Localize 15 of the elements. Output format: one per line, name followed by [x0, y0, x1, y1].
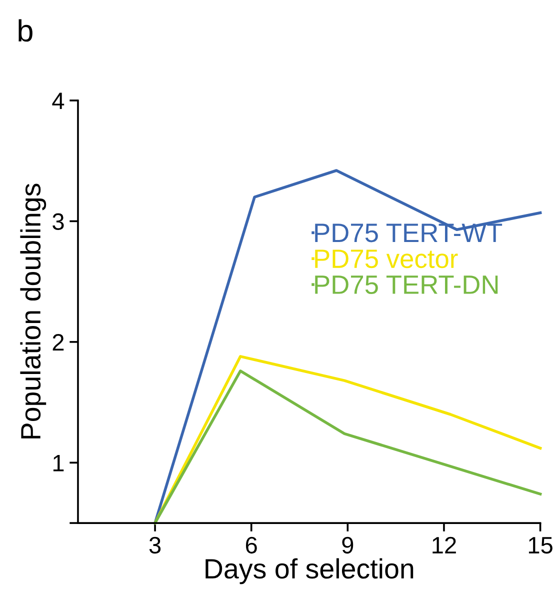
- x-tick-label: 3: [149, 536, 161, 554]
- legend-label: PD75 vector: [315, 250, 458, 268]
- x-tick-label: 6: [246, 536, 257, 554]
- line-series: [154, 169, 542, 524]
- x-tick-label: 15: [528, 537, 552, 554]
- y-tick-label: 2: [52, 334, 64, 350]
- x-tick-label: 9: [342, 536, 354, 554]
- legend-label: PD75 TERT-DN: [315, 276, 498, 294]
- y-tick-label: 3: [52, 213, 64, 230]
- x-axis-title: Days of selection: [206, 558, 414, 584]
- x-tick-label: 12: [432, 536, 456, 554]
- y-axis-title: Population doublings: [20, 184, 46, 438]
- y-tick-label: 4: [52, 92, 64, 110]
- y-tick-label: 1: [53, 454, 64, 472]
- text: b: [18, 19, 32, 42]
